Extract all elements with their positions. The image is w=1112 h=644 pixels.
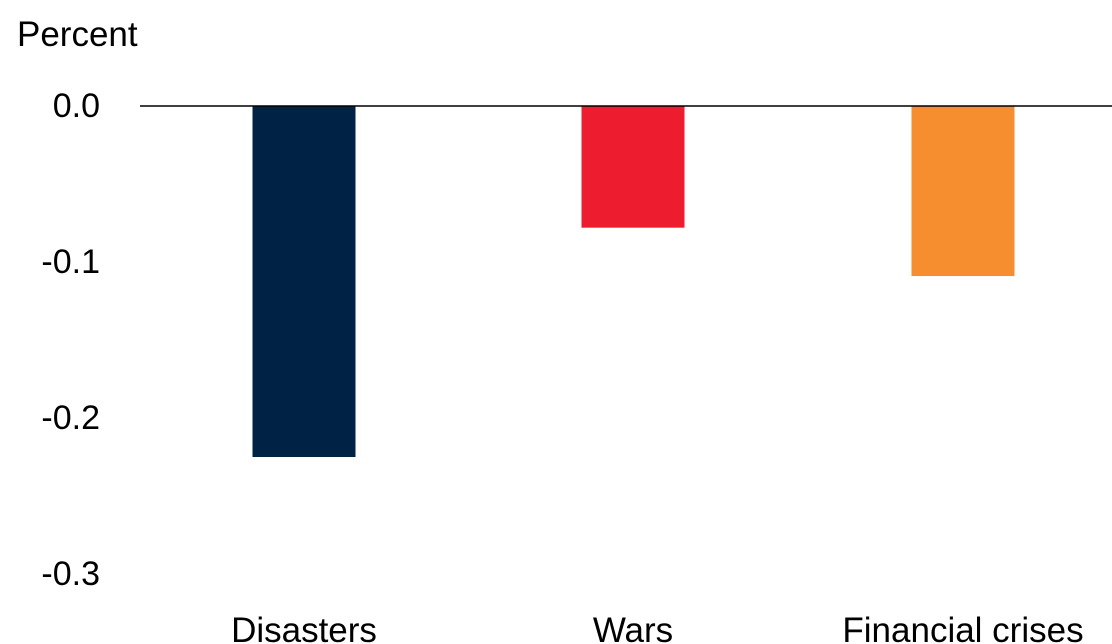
y-tick-label: 0.0 xyxy=(53,87,100,125)
bar-financial-crises xyxy=(911,106,1015,277)
x-tick-label: Disasters xyxy=(231,611,377,644)
y-tick-label: -0.1 xyxy=(41,243,100,281)
y-tick-labels: 0.0 -0.1 -0.2 -0.3 xyxy=(41,87,100,593)
x-tick-labels: Disasters Wars Financial crises xyxy=(231,611,1084,644)
x-tick-label: Wars xyxy=(593,611,673,644)
bars xyxy=(252,106,1015,457)
bar-disasters xyxy=(252,106,356,457)
bar-wars xyxy=(581,106,685,228)
y-tick-label: -0.2 xyxy=(41,399,100,437)
y-tick-label: -0.3 xyxy=(41,555,100,593)
x-tick-label: Financial crises xyxy=(842,611,1083,644)
y-axis-label: Percent xyxy=(17,15,138,54)
